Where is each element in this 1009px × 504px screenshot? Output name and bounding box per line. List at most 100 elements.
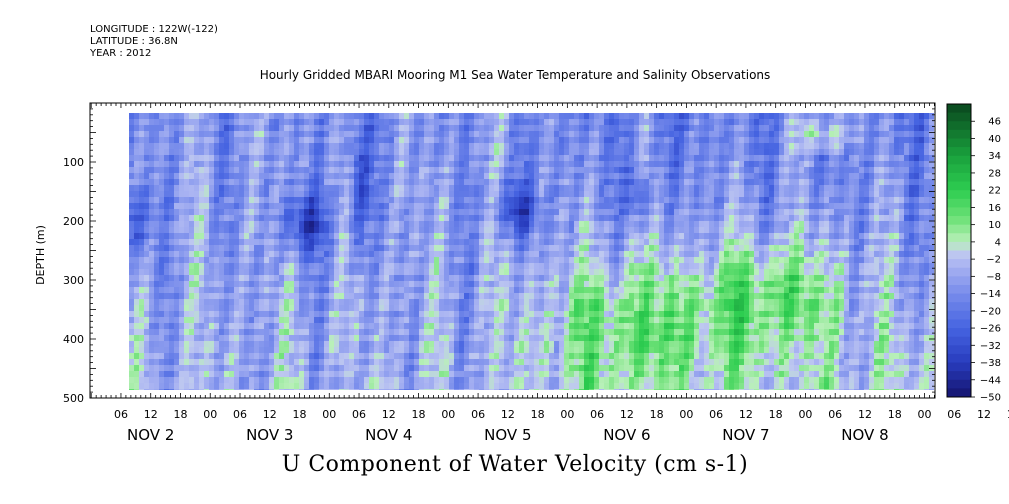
heatmap-cell xyxy=(369,335,375,342)
heatmap-cell xyxy=(519,287,525,294)
heatmap-cell xyxy=(569,359,575,366)
heatmap-cell xyxy=(334,335,340,342)
heatmap-cell xyxy=(579,239,585,246)
heatmap-cell xyxy=(409,257,415,264)
heatmap-cell xyxy=(604,143,610,150)
heatmap-cell xyxy=(199,119,205,126)
heatmap-cell xyxy=(644,335,650,342)
heatmap-cell xyxy=(284,299,290,306)
heatmap-cell xyxy=(629,119,635,126)
heatmap-cell xyxy=(389,335,395,342)
heatmap-cell xyxy=(534,233,540,240)
heatmap-cell xyxy=(539,245,545,252)
heatmap-cell xyxy=(374,131,380,138)
heatmap-cell xyxy=(409,341,415,348)
heatmap-cell xyxy=(589,167,595,174)
heatmap-cell xyxy=(459,311,465,318)
heatmap-cell xyxy=(629,281,635,288)
heatmap-cell xyxy=(404,155,410,162)
heatmap-cell xyxy=(174,221,180,228)
heatmap-cell xyxy=(404,281,410,288)
heatmap-cell xyxy=(579,341,585,348)
heatmap-cell xyxy=(214,257,220,264)
heatmap-cell xyxy=(559,179,565,186)
heatmap-cell xyxy=(524,221,530,228)
heatmap-cell xyxy=(494,251,500,258)
heatmap-cell xyxy=(329,359,335,366)
heatmap-cell xyxy=(424,161,430,168)
heatmap-cell xyxy=(319,389,325,390)
heatmap-cell xyxy=(209,329,215,336)
heatmap-cell xyxy=(319,233,325,240)
heatmap-cell xyxy=(509,245,515,252)
heatmap-cell xyxy=(434,275,440,282)
heatmap-cell xyxy=(649,311,655,318)
heatmap-cell xyxy=(649,131,655,138)
heatmap-cell xyxy=(584,383,590,390)
heatmap-cell xyxy=(509,137,515,144)
heatmap-cell xyxy=(609,275,615,282)
heatmap-cell xyxy=(194,251,200,258)
heatmap-cell xyxy=(239,263,245,270)
heatmap-cell xyxy=(254,257,260,264)
heatmap-cell xyxy=(369,239,375,246)
heatmap-cell xyxy=(584,209,590,216)
heatmap-cell xyxy=(319,149,325,156)
heatmap-cell xyxy=(244,239,250,246)
heatmap-cell xyxy=(259,371,265,378)
heatmap-cell xyxy=(134,305,140,312)
heatmap-cell xyxy=(454,341,460,348)
heatmap-cell xyxy=(489,149,495,156)
heatmap-cell xyxy=(499,251,505,258)
heatmap-cell xyxy=(344,251,350,258)
heatmap-cell xyxy=(244,383,250,390)
heatmap-cell xyxy=(209,377,215,384)
heatmap-cell xyxy=(134,329,140,336)
heatmap-cell xyxy=(364,203,370,210)
heatmap-cell xyxy=(319,245,325,252)
heatmap-cell xyxy=(359,197,365,204)
heatmap-cell xyxy=(159,113,165,120)
heatmap-cell xyxy=(539,323,545,330)
heatmap-cell xyxy=(214,185,220,192)
heatmap-cell xyxy=(214,383,220,390)
heatmap-cell xyxy=(494,299,500,306)
heatmap-cell xyxy=(129,113,135,120)
heatmap-cell xyxy=(504,143,510,150)
heatmap-cell xyxy=(544,389,550,390)
heatmap-cell xyxy=(609,323,615,330)
heatmap-cell xyxy=(469,323,475,330)
heatmap-cell xyxy=(309,119,315,126)
heatmap-cell xyxy=(314,227,320,234)
heatmap-cell xyxy=(504,239,510,246)
heatmap-cell xyxy=(324,167,330,174)
heatmap-cell xyxy=(234,389,240,390)
heatmap-cell xyxy=(449,179,455,186)
heatmap-cell xyxy=(489,329,495,336)
heatmap-cell xyxy=(199,149,205,156)
heatmap-cell xyxy=(604,317,610,324)
heatmap-cell xyxy=(294,389,300,390)
heatmap-cell xyxy=(174,323,180,330)
heatmap-cell xyxy=(264,257,270,264)
heatmap-cell xyxy=(484,335,490,342)
heatmap-cell xyxy=(319,287,325,294)
heatmap-cell xyxy=(184,239,190,246)
heatmap-cell xyxy=(144,293,150,300)
heatmap-cell xyxy=(624,383,630,390)
heatmap-cell xyxy=(254,317,260,324)
heatmap-cell xyxy=(209,263,215,270)
heatmap-cell xyxy=(374,377,380,384)
heatmap-cell xyxy=(644,143,650,150)
heatmap-cell xyxy=(359,335,365,342)
heatmap-cell xyxy=(304,161,310,168)
heatmap-cell xyxy=(574,143,580,150)
heatmap-cell xyxy=(584,137,590,144)
heatmap-cell xyxy=(479,209,485,216)
heatmap-cell xyxy=(259,149,265,156)
heatmap-cell xyxy=(304,287,310,294)
heatmap-cell xyxy=(369,137,375,144)
heatmap-cell xyxy=(314,179,320,186)
heatmap-cell xyxy=(244,347,250,354)
heatmap-cell xyxy=(234,203,240,210)
